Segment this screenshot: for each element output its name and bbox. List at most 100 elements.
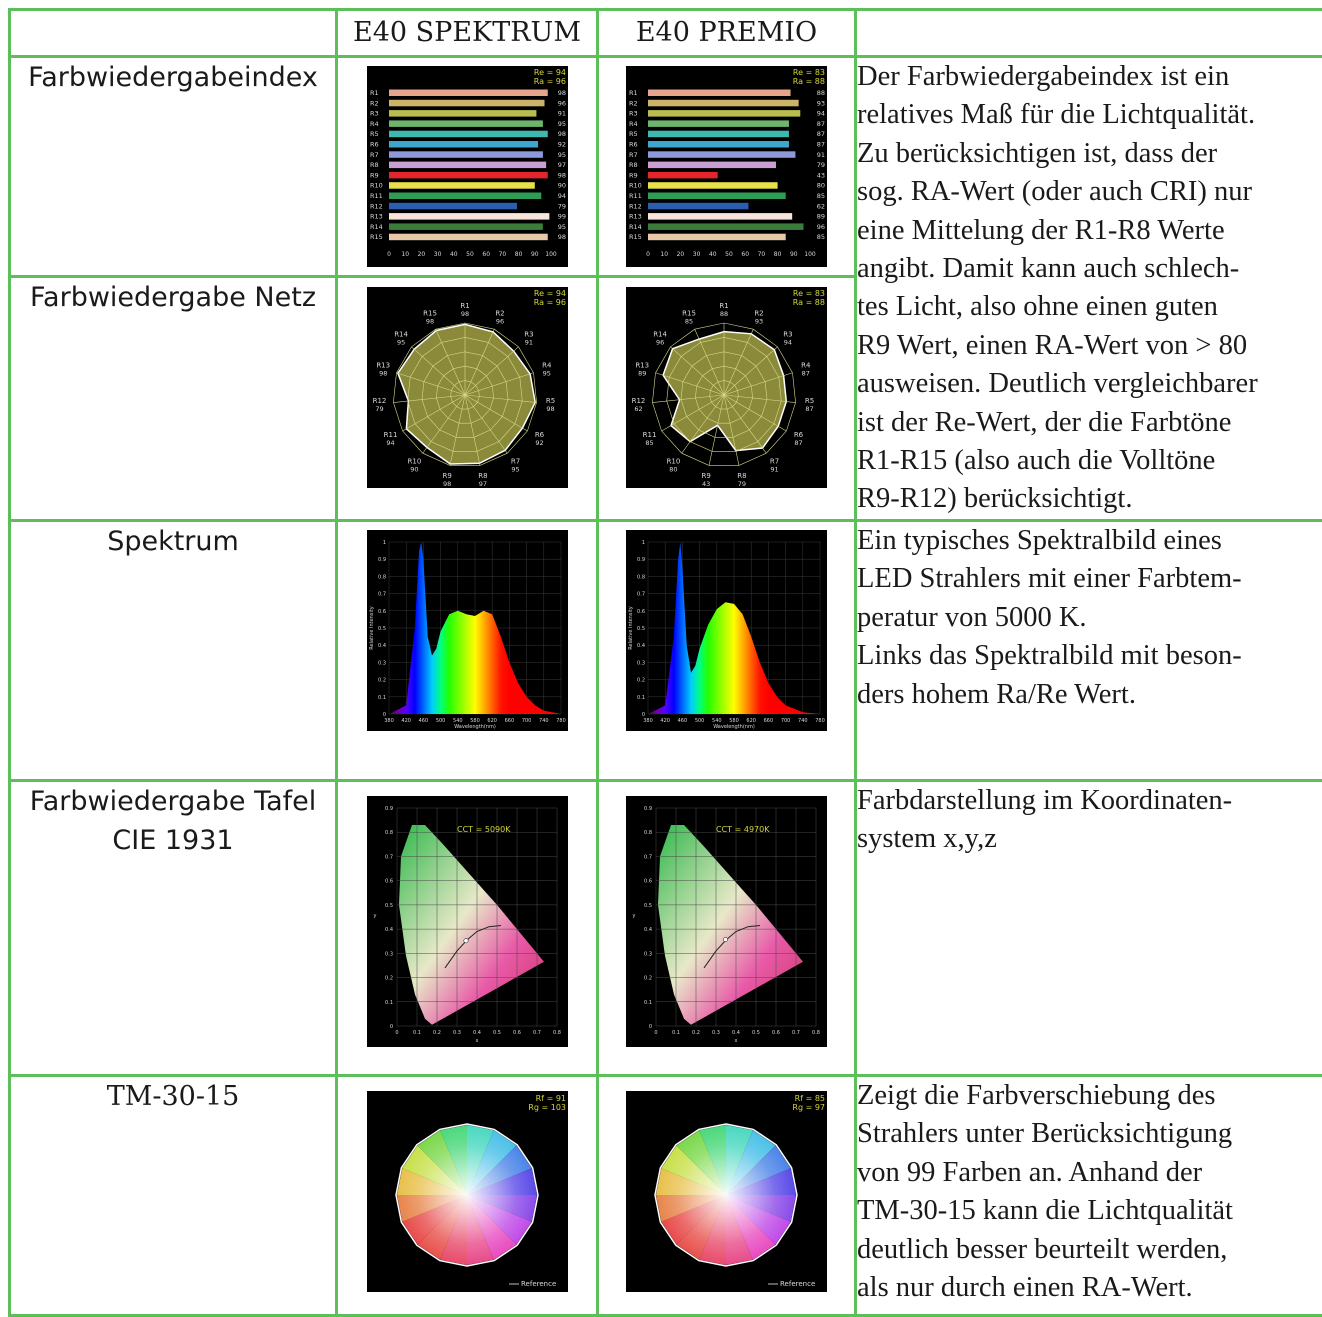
y-tick-label: 0.8 <box>637 574 645 580</box>
desc-cie-lines: Farbdarstellung im Koordinaten-system x,… <box>857 782 1322 859</box>
x-tick-label: 0.2 <box>433 1030 441 1036</box>
bar-category-label: R8 <box>629 161 638 169</box>
bar <box>648 151 795 158</box>
comparison-table: E40 SPEKTRUM E40 PREMIO Farbwiedergabein… <box>8 8 1322 1317</box>
x-tick-label: 70 <box>758 251 766 258</box>
radar-axis-label: R11 <box>643 431 657 439</box>
radar-value-label: 79 <box>375 405 383 413</box>
radar-axis-label: R6 <box>794 431 804 439</box>
y-tick-label: 0.4 <box>378 643 386 649</box>
desc-line: tes Licht, also ohne einen guten <box>857 288 1322 326</box>
y-tick-label: 0.1 <box>385 1000 393 1006</box>
radar-value-label: 87 <box>802 370 810 378</box>
desc-line: Zeigt die Farbverschiebung des <box>857 1077 1322 1115</box>
x-tick-label: 10 <box>660 251 668 258</box>
bar-category-label: R2 <box>370 99 379 107</box>
header-description <box>856 10 1322 57</box>
radar-value-label: 98 <box>546 405 554 413</box>
chromaticity-point <box>463 938 467 942</box>
bar-category-label: R12 <box>629 202 642 210</box>
radar-value-label: 89 <box>638 370 646 378</box>
x-tick-label: 0.8 <box>553 1030 561 1036</box>
bar-value-label: 79 <box>557 202 565 210</box>
bar-value-label: 62 <box>817 202 825 210</box>
y-tick-label: 0.3 <box>644 951 652 957</box>
bar <box>389 131 548 138</box>
bar-value-label: 89 <box>817 213 825 221</box>
bar <box>389 203 517 210</box>
desc-line: Links das Spektralbild mit beson- <box>857 637 1322 675</box>
bar <box>648 110 800 117</box>
radar-axis-label: R14 <box>394 331 408 339</box>
y-tick-label: 0.7 <box>644 854 652 860</box>
desc-line: sog. RA-Wert (oder auch CRI) nur <box>857 173 1322 211</box>
bar-category-label: R6 <box>370 141 379 149</box>
radar-value-label: 98 <box>379 370 387 378</box>
y-tick-label: 0.8 <box>385 830 393 836</box>
bar-value-label: 99 <box>557 213 565 221</box>
bar-category-label: R13 <box>629 213 642 221</box>
header-empty-cell <box>10 10 337 57</box>
bar-value-label: 85 <box>817 233 825 241</box>
bar-value-label: 85 <box>817 192 825 200</box>
radar-value-label: 97 <box>478 481 486 489</box>
desc-line: Der Farbwiedergabeindex ist ein <box>857 58 1322 96</box>
chromaticity-point <box>723 937 727 941</box>
bar <box>389 182 535 189</box>
y-tick-label: 0.7 <box>385 854 393 860</box>
y-tick-label: 0.9 <box>644 806 652 812</box>
y-axis-label: Relative Intensity <box>628 606 634 650</box>
radar-value-label: 85 <box>685 318 693 326</box>
x-tick-label: 60 <box>741 251 749 258</box>
bar <box>389 213 549 220</box>
x-tick-label: 740 <box>798 718 808 724</box>
row-label-cri: Farbwiedergabeindex <box>10 57 337 277</box>
x-tick-label: 740 <box>539 718 549 724</box>
bar <box>389 193 541 200</box>
x-tick-label: 0.7 <box>792 1030 800 1036</box>
radar-value-label: 95 <box>542 370 550 378</box>
rg-label: Rg = 97 <box>792 1103 825 1112</box>
radar-value-label: 90 <box>410 466 418 474</box>
bar-category-label: R15 <box>629 233 642 241</box>
y-tick-label: 0.6 <box>378 609 386 615</box>
tm-legend-label: Reference <box>780 1280 815 1288</box>
desc-line: R9 Wert, einen RA-Wert von > 80 <box>857 327 1322 365</box>
bar <box>389 120 543 127</box>
bar-category-label: R14 <box>629 223 642 231</box>
y-tick-label: 0.5 <box>378 626 386 632</box>
bar <box>648 203 748 210</box>
x-tick-label: 0.5 <box>493 1030 501 1036</box>
bar-category-label: R6 <box>629 141 638 149</box>
bar-value-label: 96 <box>557 99 565 107</box>
bar-value-label: 98 <box>557 233 565 241</box>
x-tick-label: 0 <box>395 1030 398 1036</box>
x-tick-label: 0.4 <box>732 1030 740 1036</box>
radar-value-label: 92 <box>535 439 543 447</box>
x-tick-label: 780 <box>556 718 566 724</box>
y-tick-label: 0.6 <box>385 879 393 885</box>
y-axis-label: y <box>373 913 376 919</box>
bar-value-label: 95 <box>557 120 565 128</box>
y-tick-label: 0.4 <box>385 927 393 933</box>
bar <box>648 131 789 138</box>
x-tick-label: 40 <box>449 251 457 258</box>
radar-axis-label: R4 <box>542 362 552 370</box>
radar-axis-label: R7 <box>510 458 519 466</box>
bar-value-label: 94 <box>817 110 825 118</box>
bar-value-label: 96 <box>817 223 825 231</box>
x-tick-label: 0 <box>646 251 650 258</box>
radar-axis-label: R15 <box>423 310 437 318</box>
bar-category-label: R9 <box>370 171 379 179</box>
radar-axis-label: R5 <box>805 397 814 405</box>
y-tick-label: 0.4 <box>644 927 652 933</box>
radar-value-label: 62 <box>634 405 642 413</box>
bar-category-label: R10 <box>629 182 642 190</box>
bar-category-label: R8 <box>370 161 379 169</box>
